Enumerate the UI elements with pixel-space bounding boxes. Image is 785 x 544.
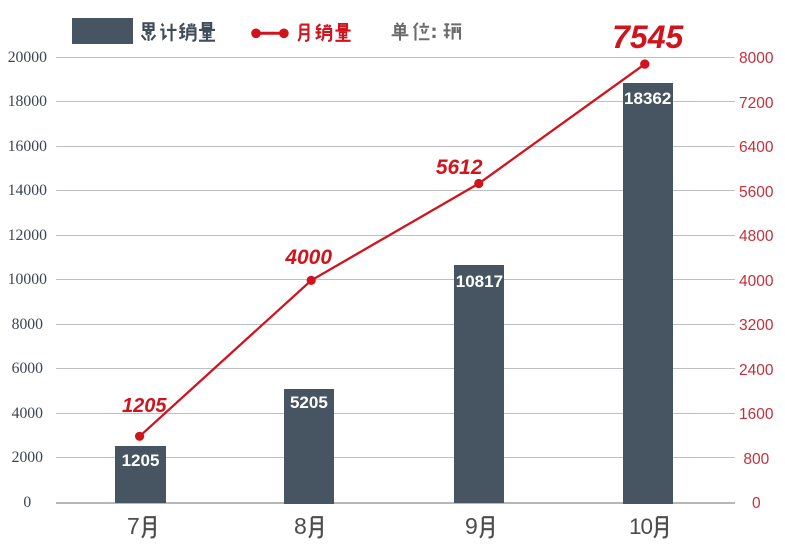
svg-text:7: 7 <box>127 513 140 539</box>
svg-text:10: 10 <box>629 514 653 539</box>
svg-text:8: 8 <box>294 513 307 539</box>
svg-text:9: 9 <box>465 513 478 539</box>
